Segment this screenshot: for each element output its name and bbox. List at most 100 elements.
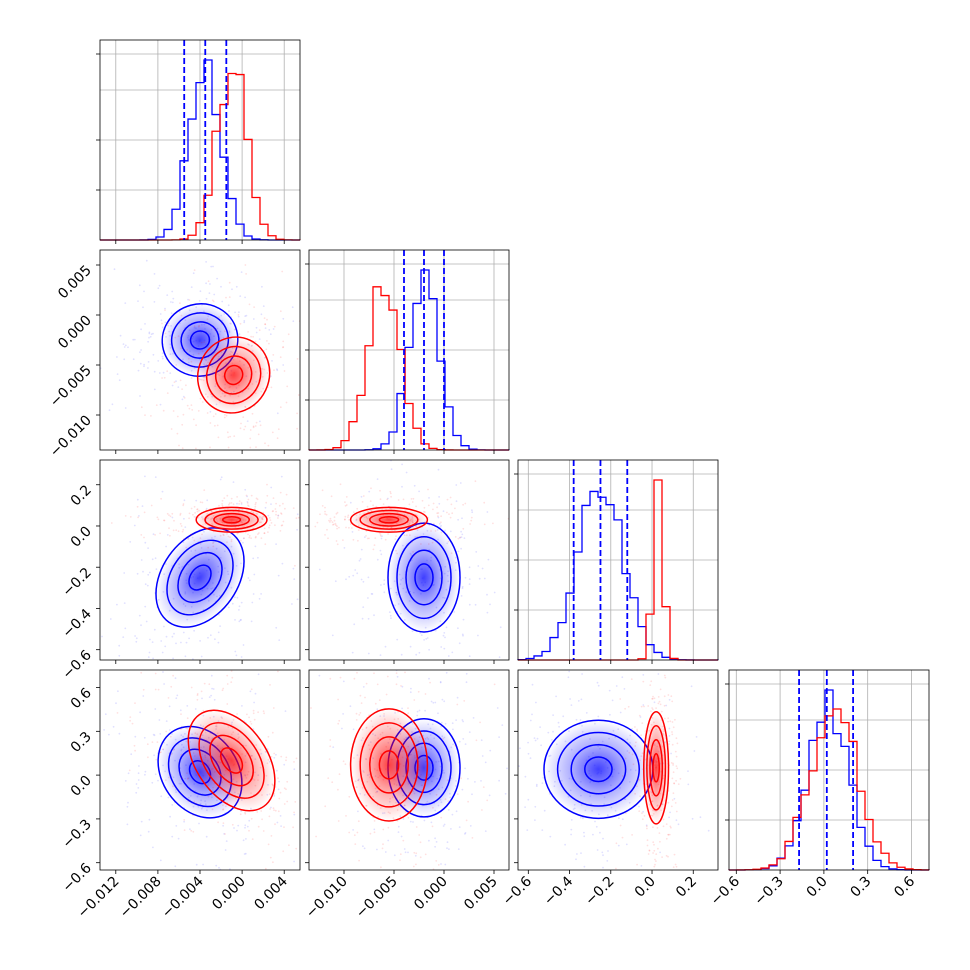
scatter-point-red (132, 614, 134, 616)
scatter-point-red (344, 518, 346, 521)
scatter-point-blue (224, 849, 227, 851)
scatter-point-red (346, 874, 348, 876)
scatter-point-red (222, 687, 225, 690)
scatter-point-blue (412, 821, 414, 823)
scatter-point-red (353, 834, 356, 837)
scatter-point-blue (383, 579, 386, 581)
scatter-point-red (397, 499, 400, 501)
scatter-point-blue (390, 468, 393, 471)
scatter-point-red (401, 646, 403, 648)
scatter-point-red (283, 787, 286, 790)
scatter-point-red (238, 500, 241, 502)
scatter-point-blue (292, 567, 295, 570)
scatter-point-blue (200, 655, 203, 658)
scatter-point-blue (562, 715, 565, 718)
scatter-point-blue (486, 593, 488, 596)
scatter-point-blue (442, 510, 445, 513)
scatter-point-red (230, 681, 233, 683)
scatter-point-red (352, 511, 355, 514)
scatter-point-blue (252, 318, 255, 320)
scatter-point-blue (152, 733, 155, 736)
scatter-point-red (462, 527, 465, 530)
scatter-point-red (250, 688, 253, 691)
scatter-point-red (269, 519, 272, 521)
scatter-point-red (219, 534, 222, 537)
scatter-point-red (213, 327, 216, 330)
scatter-point-red (268, 524, 271, 527)
scatter-point-blue (133, 524, 136, 527)
scatter-point-blue (464, 833, 466, 835)
x-tick-label: 0.000 (209, 874, 249, 914)
scatter-point-blue (118, 644, 121, 647)
scatter-point-red (195, 802, 198, 805)
scatter-point-blue (352, 574, 355, 577)
scatter-point-red (399, 859, 401, 862)
scatter-point-red (187, 537, 189, 540)
scatter-point-blue (619, 711, 622, 714)
scatter-point-red (432, 806, 434, 809)
scatter-point-red (415, 852, 418, 855)
marginal-grid (729, 670, 929, 870)
scatter-point-red (382, 843, 384, 846)
scatter-point-blue (283, 763, 286, 766)
scatter-point-red (195, 424, 198, 427)
scatter-point-blue (135, 791, 138, 794)
scatter-point-red (295, 517, 298, 520)
scatter-point-blue (428, 677, 430, 680)
scatter-point-blue (291, 603, 293, 605)
scatter-point-red (470, 516, 473, 519)
scatter-point-red (474, 480, 477, 483)
scatter-point-blue (253, 573, 256, 576)
scatter-point-blue (158, 284, 161, 287)
scatter-point-blue (480, 780, 482, 782)
scatter-point-red (170, 685, 173, 688)
scatter-point-blue (143, 736, 146, 739)
scatter-point-blue (552, 714, 554, 716)
histogram-red (518, 479, 718, 661)
scatter-point-blue (602, 866, 604, 869)
contour-red (369, 736, 409, 794)
scatter-point-red (134, 749, 137, 752)
scatter-point-red (315, 835, 317, 838)
x-tick-label: −0.2 (582, 874, 617, 909)
scatter-point-red (282, 850, 285, 853)
scatter-point-blue (135, 637, 138, 640)
scatter-point-red (295, 757, 298, 760)
scatter-point-blue (524, 775, 527, 778)
y-tick-label: 0.3 (68, 729, 95, 756)
scatter-point-red (483, 501, 486, 504)
scatter-point-red (427, 543, 430, 545)
scatter-point-red (306, 375, 308, 377)
scatter-point-red (430, 790, 432, 792)
scatter-point-blue (510, 772, 512, 774)
scatter-point-red (345, 496, 348, 498)
scatter-point-blue (112, 725, 115, 728)
scatter-point-red (298, 861, 300, 863)
scatter-point-red (651, 697, 654, 700)
scatter-point-red (197, 325, 200, 328)
scatter-point-red (640, 734, 642, 737)
scatter-point-red (232, 503, 235, 506)
scatter-point-blue (171, 516, 174, 519)
scatter-point-blue (357, 810, 359, 813)
scatter-point-blue (278, 639, 281, 641)
scatter-point-red (164, 779, 167, 782)
scatter-point-blue (515, 758, 517, 760)
scatter-point-blue (144, 605, 147, 608)
scatter-point-blue (236, 829, 238, 832)
scatter-point-blue (619, 910, 621, 912)
scatter-point-red (263, 317, 266, 319)
scatter-point-red (162, 409, 165, 412)
scatter-point-blue (457, 550, 460, 553)
scatter-point-red (671, 700, 674, 703)
scatter-point-red (172, 529, 175, 532)
scatter-point-red (221, 499, 224, 502)
scatter-point-red (660, 947, 662, 949)
scatter-point-blue (396, 638, 399, 641)
scatter-point-red (306, 503, 308, 505)
scatter-point-red (636, 863, 638, 866)
scatter-point-red (679, 777, 682, 780)
scatter-point-red (664, 676, 667, 679)
scatter-point-blue (466, 668, 468, 670)
scatter-point-blue (164, 307, 166, 310)
